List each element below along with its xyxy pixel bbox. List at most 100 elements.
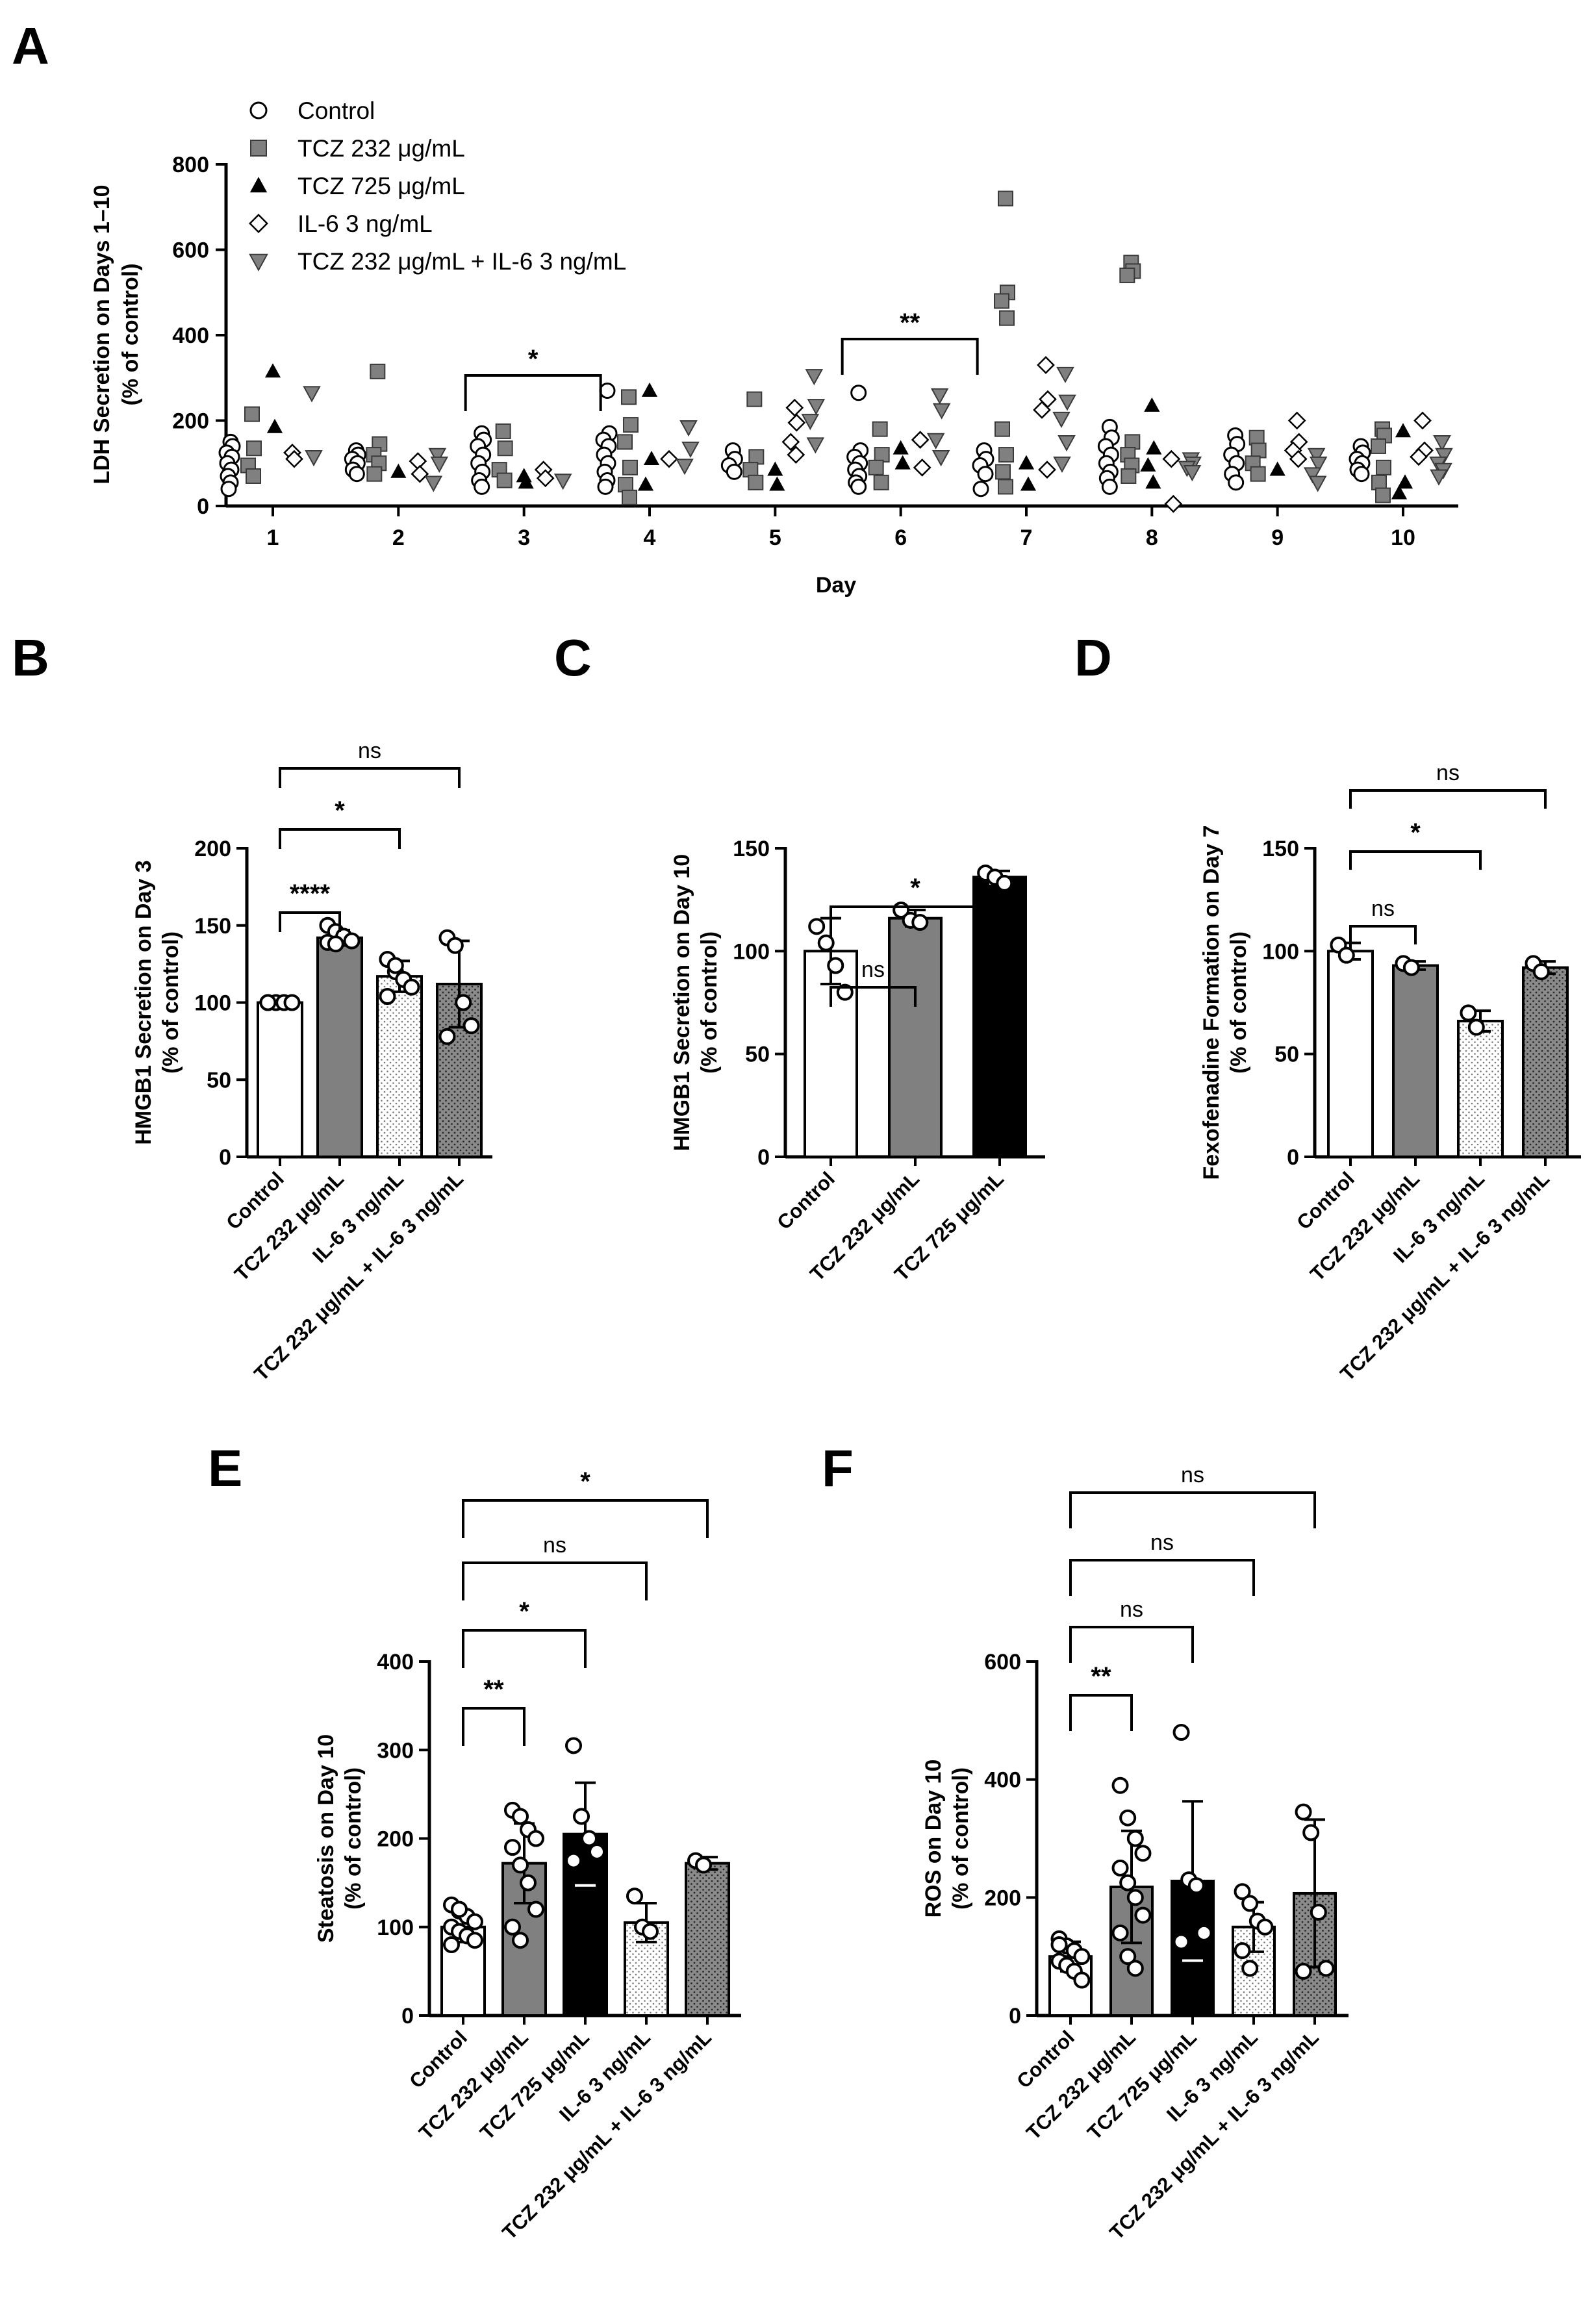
data-point [748,449,765,465]
data-point [850,385,867,401]
panel-label: A [12,17,49,75]
data-point [1111,1776,1129,1794]
significance-bracket [462,1561,648,1600]
data-point [599,382,616,399]
data-point [972,481,989,498]
data-point [1172,1724,1190,1741]
data-point [536,469,555,488]
data-point [1353,466,1370,483]
x-tick-label: 10 [1391,525,1415,550]
data-point [626,1888,643,1905]
significance-bracket [830,905,1001,926]
bar [1457,1020,1504,1158]
y-tick-label: 600 [172,238,209,263]
data-point [1172,1933,1190,1951]
data-point [581,1830,598,1847]
data-point [1234,1883,1251,1901]
significance-label: ** [900,309,920,337]
data-point [451,1901,468,1918]
data-point [496,472,513,488]
data-point [1052,411,1070,428]
data-point [303,386,321,403]
data-point [808,918,826,935]
data-point [1433,435,1451,452]
data-point [1058,394,1076,411]
data-point [495,423,511,439]
y-tick-label: 50 [1274,1043,1299,1067]
data-point [1037,356,1055,374]
data-point [220,481,237,498]
data-point [1033,401,1051,419]
data-point [660,449,678,468]
data-point [641,382,658,397]
data-point [573,1808,590,1825]
data-point [807,399,826,416]
data-point [1073,1971,1091,1989]
significance-label: ns [1436,761,1460,785]
significance-bracket [1069,1694,1133,1731]
data-point [1195,1924,1213,1941]
data-point [370,363,386,379]
data-point [643,451,660,466]
data-point [520,1874,537,1891]
data-point [1250,442,1267,459]
panel-d-bar-chart: D 0 50 100 150 Fexofenadine Formation on Day … [1074,629,1581,1385]
y-tick-label: 300 [377,1738,414,1763]
data-point [1101,478,1118,495]
data-point [998,447,1014,463]
data-point [1119,267,1135,283]
data-point [767,461,783,476]
data-point [1140,457,1156,472]
significance-label: * [519,1597,529,1626]
significance-bracket [830,986,917,1007]
bar [888,916,943,1158]
y-tick-label: 100 [733,939,770,964]
x-tick-label: 2 [392,525,405,550]
legend-label: IL-6 3 ng/mL [298,210,433,237]
legend-marker [249,101,268,120]
data-point [1038,461,1056,479]
significance-bracket [279,767,461,788]
data-point [893,440,909,455]
data-point [817,934,835,952]
panel-label: B [12,629,49,687]
data-point [1303,467,1322,484]
data-point [1435,448,1453,464]
significance-label: ** [1091,1662,1111,1691]
data-point [1234,1942,1251,1960]
y-tick-label: 600 [984,1650,1021,1675]
y-tick-label: 0 [1009,2004,1021,2029]
data-point [679,420,698,437]
data-point [264,363,281,378]
data-point [466,1932,483,1949]
legend-label: TCZ 232 μg/mL [298,135,465,162]
data-point [621,389,637,405]
data-point [411,464,429,483]
bar [1522,966,1569,1158]
legend-label: TCZ 232 μg/mL + IL-6 3 ng/mL [298,248,626,275]
data-point [1020,476,1037,491]
data-point [1289,449,1308,468]
y-axis-title: HMGB1 Secretion on Day 3 [131,860,156,1144]
significance-bracket [1069,1626,1194,1663]
y-tick-label: 50 [745,1043,770,1067]
significance-bracket [1349,925,1417,944]
panel-e-bar-chart: E 0 100 200 300 400 Steatosis on Day 10 (% of c… [208,1439,741,2244]
data-point [695,1856,712,1874]
data-point [504,1839,521,1856]
data-point [998,479,1013,495]
data-point [474,478,490,495]
significance-label: * [580,1467,590,1496]
data-point [379,988,396,1005]
y-tick-label: 50 [207,1068,231,1093]
data-point [1126,1830,1144,1847]
data-point [1307,448,1326,464]
data-point [681,441,700,458]
data-point [1056,366,1074,383]
data-point [1269,461,1286,476]
y-axis-title: ROS on Day 10 [921,1760,946,1918]
bar [1327,950,1374,1159]
data-point [343,932,361,950]
bar [1392,964,1439,1158]
data-point [642,1923,659,1940]
